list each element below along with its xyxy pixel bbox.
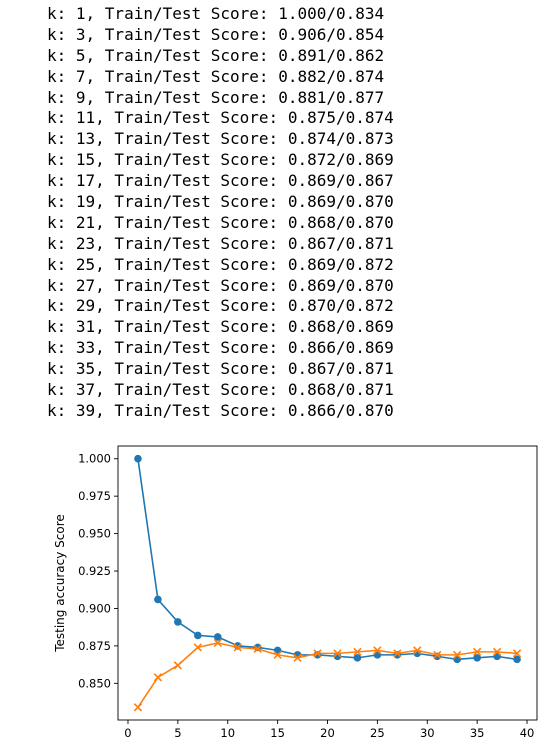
x-tick-label: 30 [420, 726, 435, 740]
output-line: k: 23, Train/Test Score: 0.867/0.871 [47, 233, 394, 253]
output-line: k: 7, Train/Test Score: 0.882/0.874 [47, 66, 385, 86]
y-tick-label: 0.850 [78, 676, 111, 690]
data-point [154, 595, 162, 604]
series-line-2 [137, 642, 518, 708]
data-point [373, 646, 382, 655]
y-tick-label: 0.875 [78, 639, 111, 653]
data-point [313, 649, 322, 658]
data-point [133, 703, 143, 712]
data-point [194, 631, 202, 640]
x-tick-label: 35 [470, 726, 485, 740]
data-point [173, 661, 183, 670]
data-point [233, 642, 242, 650]
x-tick-label: 20 [320, 726, 335, 740]
output-line: k: 27, Train/Test Score: 0.869/0.870 [47, 275, 394, 295]
data-point [134, 454, 142, 463]
output-line: k: 15, Train/Test Score: 0.872/0.869 [47, 150, 394, 170]
data-point [293, 653, 302, 663]
output-line: k: 33, Train/Test Score: 0.866/0.869 [47, 338, 394, 358]
y-tick-label: 0.950 [78, 527, 111, 541]
data-point [153, 673, 163, 682]
data-point [174, 618, 182, 626]
output-line: k: 25, Train/Test Score: 0.869/0.872 [47, 254, 394, 274]
output-line: k: 11, Train/Test Score: 0.875/0.874 [47, 108, 394, 128]
accuracy-chart: 0.850 0.875 0.900 0.925 0.950 0.975 1.000 0 5 10 1… [53, 445, 538, 740]
output-line: k: 3, Train/Test Score: 0.906/0.854 [47, 24, 385, 44]
data-point [213, 638, 222, 648]
data-point [512, 649, 522, 658]
y-tick-label: 1.000 [78, 452, 111, 466]
series-line-1 [137, 458, 518, 661]
data-point [473, 654, 481, 662]
data-point [213, 633, 222, 641]
y-tick-label: 0.925 [78, 564, 111, 578]
data-point [492, 647, 502, 657]
y-axis-label: Testing accuracy Score [53, 514, 67, 653]
data-point [472, 647, 482, 657]
data-point [273, 650, 282, 660]
cell-output: k: 1, Train/Test Score: 1.000/0.834 k: 3,… [47, 4, 394, 422]
output-line: k: 17, Train/Test Score: 0.869/0.867 [47, 171, 394, 191]
y-tick-label: 0.975 [78, 489, 111, 503]
data-point [453, 650, 462, 660]
output-line: k: 13, Train/Test Score: 0.874/0.873 [47, 129, 394, 149]
data-point [413, 646, 422, 655]
output-line: k: 1, Train/Test Score: 1.000/0.834 [47, 4, 385, 23]
x-tick-label: 25 [370, 726, 385, 740]
output-line: k: 29, Train/Test Score: 0.870/0.872 [47, 296, 394, 316]
x-tick-label: 15 [270, 726, 285, 740]
output-line: k: 35, Train/Test Score: 0.867/0.871 [47, 359, 394, 379]
y-tick-label: 0.900 [78, 601, 111, 615]
output-line: k: 31, Train/Test Score: 0.868/0.869 [47, 317, 394, 337]
x-tick-label: 0 [124, 726, 131, 740]
x-tick-label: 40 [520, 726, 535, 740]
data-point [353, 654, 362, 662]
data-point [353, 647, 362, 657]
output-line: k: 5, Train/Test Score: 0.891/0.862 [47, 45, 385, 65]
x-tick-label: 10 [220, 726, 235, 740]
output-line: k: 37, Train/Test Score: 0.868/0.871 [47, 380, 394, 400]
output-line: k: 9, Train/Test Score: 0.881/0.877 [47, 87, 385, 107]
output-line: k: 39, Train/Test Score: 0.866/0.870 [47, 400, 394, 420]
data-point [313, 651, 322, 659]
data-point [393, 649, 402, 658]
data-point [193, 643, 202, 652]
data-point [253, 644, 262, 654]
data-point [233, 643, 242, 652]
output-line: k: 21, Train/Test Score: 0.868/0.870 [47, 212, 394, 232]
plot-frame [117, 445, 538, 721]
x-tick-label: 5 [174, 726, 181, 740]
data-point [333, 649, 342, 658]
output-line: k: 19, Train/Test Score: 0.869/0.870 [47, 192, 394, 212]
data-point [433, 650, 442, 660]
data-point [513, 655, 521, 664]
